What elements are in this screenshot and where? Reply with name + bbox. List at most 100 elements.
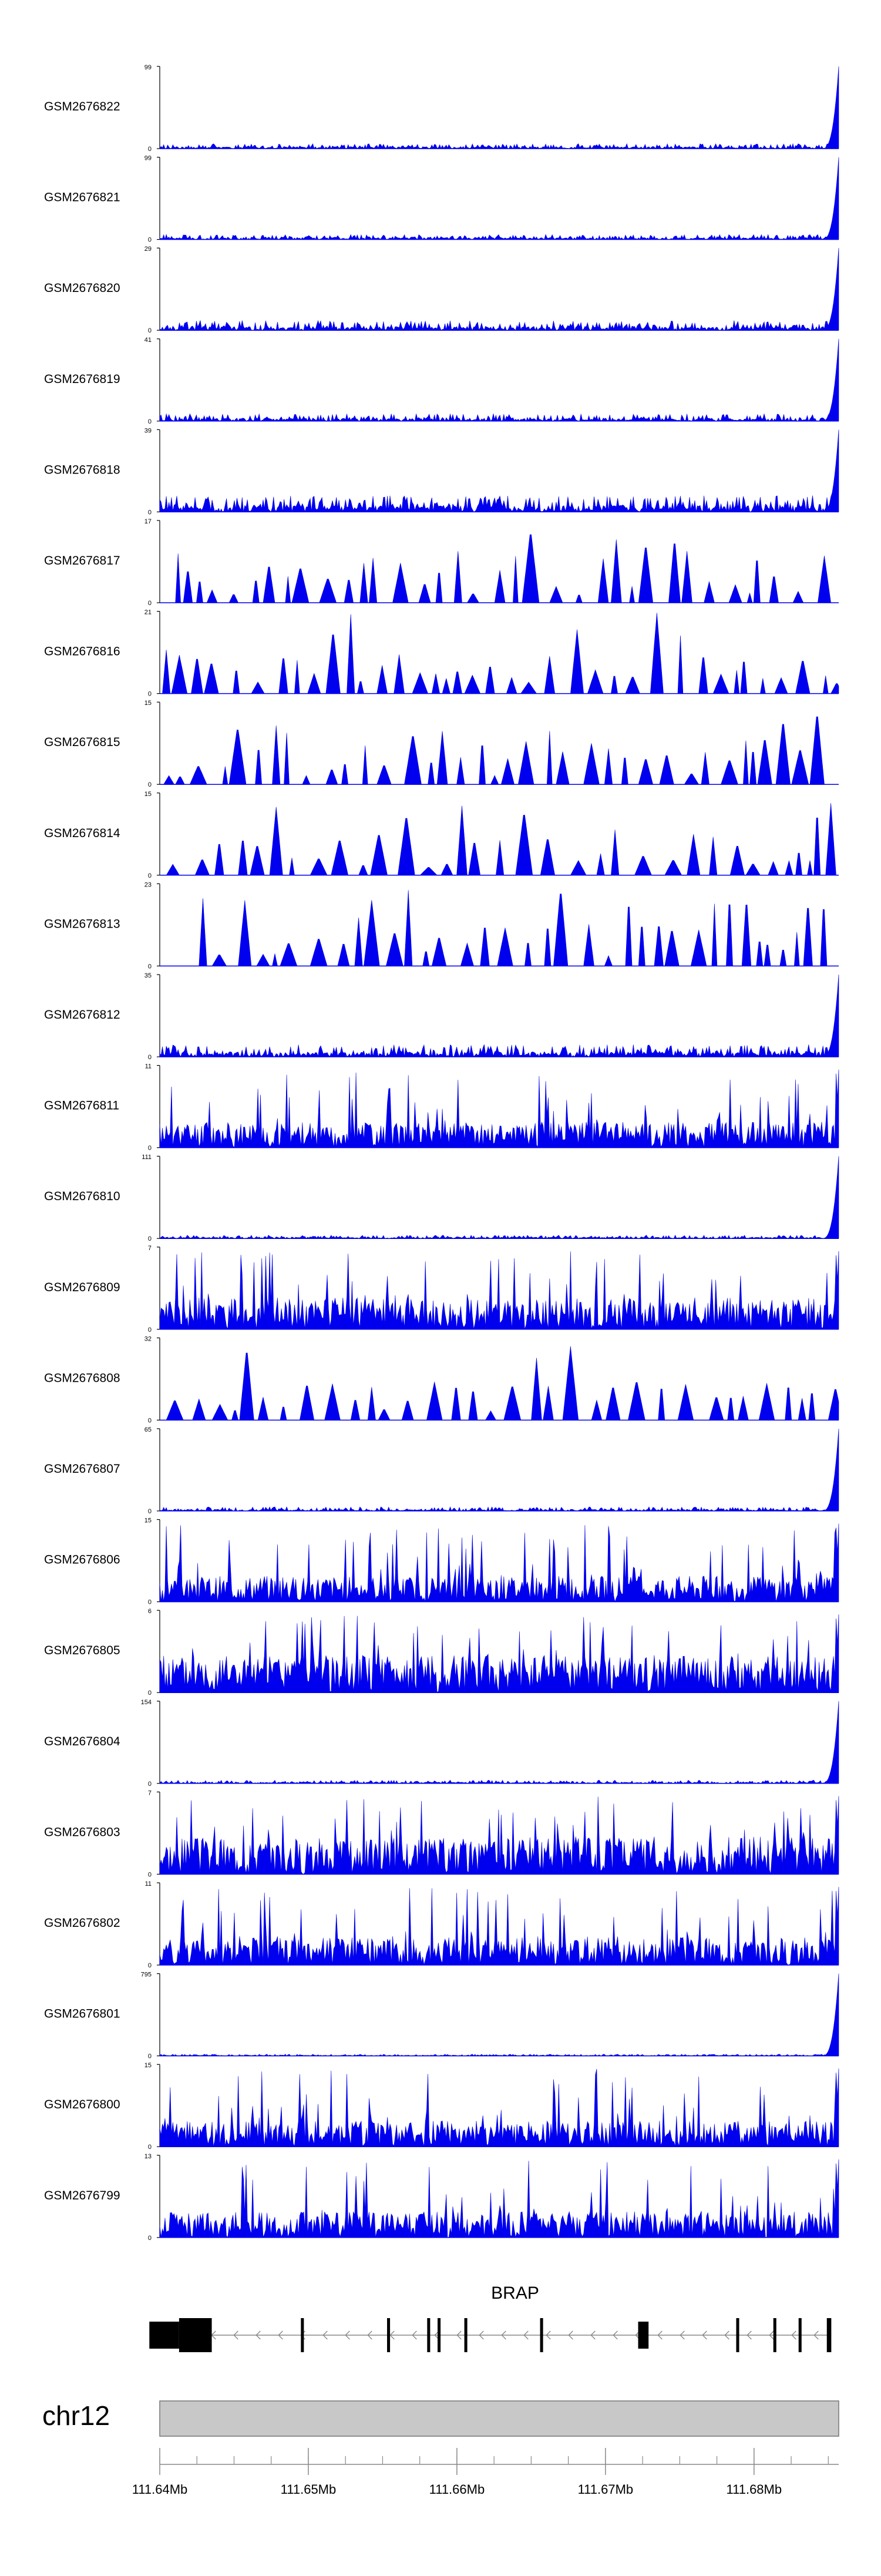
y-min-label-gsm2676806: 0 xyxy=(148,1599,152,1606)
y-min-label-gsm2676807: 0 xyxy=(148,1508,152,1515)
y-min-label-gsm2676816: 0 xyxy=(148,691,152,698)
y-max-label-gsm2676814: 15 xyxy=(144,791,152,798)
strand-arrow xyxy=(389,2330,395,2340)
exon xyxy=(540,2318,543,2352)
y-max-label-gsm2676806: 15 xyxy=(144,1517,152,1524)
track-label-gsm2676818: GSM2676818 xyxy=(44,463,120,476)
y-max-label-gsm2676801: 795 xyxy=(141,1972,152,1979)
y-max-label-gsm2676808: 32 xyxy=(144,1335,152,1342)
exon xyxy=(387,2318,391,2352)
track-label-gsm2676814: GSM2676814 xyxy=(44,827,120,840)
track-label-gsm2676801: GSM2676801 xyxy=(44,2007,120,2021)
y-min-label-gsm2676804: 0 xyxy=(148,1781,152,1788)
y-max-label-gsm2676803: 7 xyxy=(148,1789,152,1796)
coverage-area-gsm2676813 xyxy=(160,890,839,966)
strand-arrow xyxy=(568,2330,573,2340)
strand-arrow xyxy=(345,2330,350,2340)
track-label-gsm2676821: GSM2676821 xyxy=(44,191,120,204)
strand-arrow xyxy=(791,2330,796,2340)
y-max-label-gsm2676812: 35 xyxy=(144,972,152,979)
track-label-gsm2676804: GSM2676804 xyxy=(44,1735,120,1748)
track-label-gsm2676822: GSM2676822 xyxy=(44,100,120,113)
track-label-gsm2676803: GSM2676803 xyxy=(44,1825,120,1839)
exon xyxy=(149,2322,179,2349)
y-max-label-gsm2676821: 99 xyxy=(144,155,152,162)
track-label-gsm2676805: GSM2676805 xyxy=(44,1644,120,1657)
coverage-area-gsm2676800 xyxy=(159,2068,839,2147)
y-max-label-gsm2676819: 41 xyxy=(144,337,152,344)
y-max-label-gsm2676815: 15 xyxy=(144,700,152,707)
strand-arrow xyxy=(479,2330,484,2340)
y-min-label-gsm2676822: 0 xyxy=(148,146,152,153)
exon xyxy=(826,2318,832,2352)
x-tick-label: 111.66Mb xyxy=(429,2482,485,2497)
y-max-label-gsm2676817: 17 xyxy=(144,518,152,525)
strand-arrow xyxy=(613,2330,618,2340)
exon xyxy=(798,2318,802,2352)
strand-arrow xyxy=(523,2330,529,2340)
coverage-area-gsm2676817 xyxy=(160,534,839,603)
y-min-label-gsm2676801: 0 xyxy=(148,2053,152,2060)
track-label-gsm2676800: GSM2676800 xyxy=(44,2098,120,2111)
y-min-label-gsm2676799: 0 xyxy=(148,2235,152,2242)
strand-arrow xyxy=(501,2330,506,2340)
y-max-label-gsm2676810: 111 xyxy=(142,1154,152,1161)
y-max-label-gsm2676818: 39 xyxy=(144,427,152,434)
y-max-label-gsm2676811: 11 xyxy=(145,1063,152,1070)
strand-arrow xyxy=(769,2330,774,2340)
y-min-label-gsm2676814: 0 xyxy=(148,872,152,879)
track-label-gsm2676807: GSM2676807 xyxy=(44,1462,120,1476)
track-label-gsm2676813: GSM2676813 xyxy=(44,917,120,931)
y-min-label-gsm2676818: 0 xyxy=(148,509,152,516)
track-label-gsm2676799: GSM2676799 xyxy=(44,2189,120,2202)
coverage-area-gsm2676814 xyxy=(160,803,839,876)
track-label-gsm2676811: GSM2676811 xyxy=(44,1099,119,1113)
strand-arrow xyxy=(255,2330,261,2340)
gene-name-label: BRAP xyxy=(491,2283,539,2303)
strand-arrow xyxy=(702,2330,707,2340)
x-tick-label: 111.67Mb xyxy=(578,2482,634,2497)
coverage-area-gsm2676811 xyxy=(159,1069,839,1148)
coverage-area-gsm2676810 xyxy=(159,1156,839,1239)
y-max-label-gsm2676799: 13 xyxy=(144,2153,152,2160)
strand-arrow xyxy=(546,2330,551,2340)
y-max-label-gsm2676813: 23 xyxy=(144,881,152,888)
strand-arrow xyxy=(456,2330,462,2340)
coverage-area-gsm2676808 xyxy=(160,1346,839,1420)
exon xyxy=(427,2318,431,2352)
y-min-label-gsm2676821: 0 xyxy=(148,237,152,244)
coverage-area-gsm2676802 xyxy=(159,1886,839,1966)
y-max-label-gsm2676807: 65 xyxy=(144,1426,152,1433)
coverage-area-gsm2676799 xyxy=(159,2159,839,2238)
coverage-area-gsm2676815 xyxy=(160,716,839,785)
coverage-area-gsm2676801 xyxy=(159,1973,839,2057)
coverage-area-gsm2676803 xyxy=(159,1796,839,1875)
exon xyxy=(179,2318,212,2352)
coverage-area-gsm2676806 xyxy=(159,1523,839,1603)
coverage-area-gsm2676804 xyxy=(159,1701,839,1784)
track-label-gsm2676817: GSM2676817 xyxy=(44,554,120,567)
exon xyxy=(464,2318,468,2352)
exon xyxy=(301,2318,304,2352)
exon xyxy=(773,2318,776,2352)
strand-arrow xyxy=(434,2330,439,2340)
coverage-area-gsm2676812 xyxy=(159,974,839,1057)
track-label-gsm2676819: GSM2676819 xyxy=(44,372,120,386)
y-min-label-gsm2676815: 0 xyxy=(148,781,152,788)
y-min-label-gsm2676810: 0 xyxy=(148,1235,152,1242)
strand-arrow xyxy=(680,2330,685,2340)
y-max-label-gsm2676804: 154 xyxy=(141,1699,152,1706)
strand-arrow xyxy=(813,2330,819,2340)
strand-arrow xyxy=(367,2330,372,2340)
strand-arrow xyxy=(322,2330,328,2340)
track-label-gsm2676812: GSM2676812 xyxy=(44,1008,120,1022)
track-label-gsm2676815: GSM2676815 xyxy=(44,735,120,749)
coverage-area-gsm2676820 xyxy=(159,248,839,331)
strand-arrow xyxy=(412,2330,417,2340)
track-label-gsm2676816: GSM2676816 xyxy=(44,645,120,659)
y-min-label-gsm2676813: 0 xyxy=(148,963,152,970)
y-max-label-gsm2676800: 15 xyxy=(144,2062,152,2069)
y-max-label-gsm2676820: 29 xyxy=(144,246,152,253)
